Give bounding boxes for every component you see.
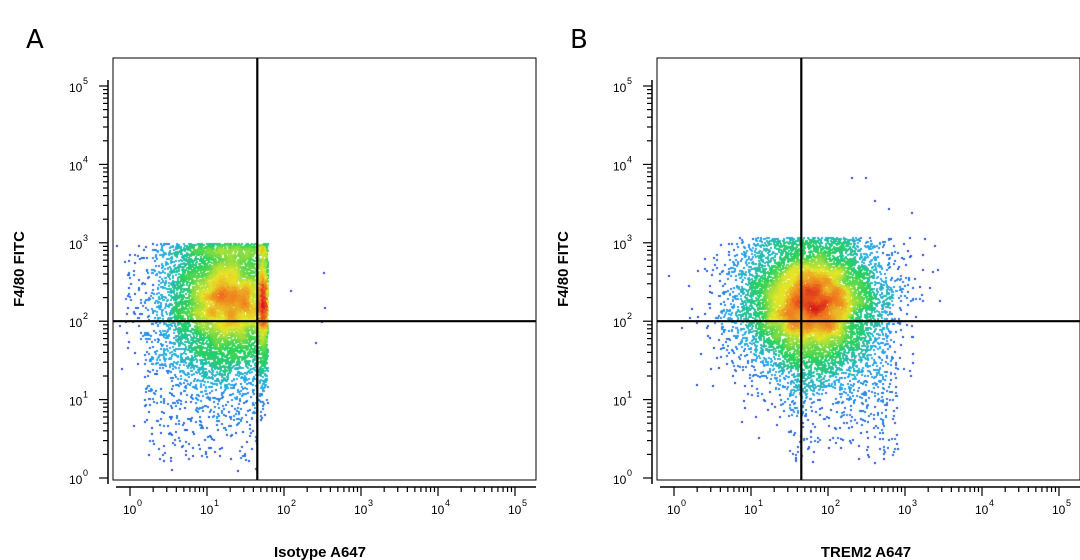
y-tick-exponent: 0 bbox=[83, 468, 88, 478]
x-tick-label: 10 bbox=[277, 503, 291, 517]
x-tick-exponent: 5 bbox=[1066, 498, 1071, 508]
panel-b: B 10 0 10 1 10 2 10 3 10 4 10 510 010 110 210 310 410 5 F… bbox=[555, 25, 1080, 560]
y-tick-label: 10 bbox=[613, 238, 627, 252]
x-tick-label: 10 bbox=[744, 503, 758, 517]
x-axis-label-b: TREM2 A647 bbox=[821, 544, 911, 560]
x-tick-label: 10 bbox=[667, 503, 681, 517]
x-tick-label: 10 bbox=[354, 503, 368, 517]
y-tick-label: 10 bbox=[613, 316, 627, 330]
y-tick-label: 10 bbox=[69, 238, 83, 252]
density-plot-b bbox=[657, 58, 1080, 480]
x-tick-exponent: 0 bbox=[137, 498, 142, 508]
y-tick-exponent: 5 bbox=[83, 76, 88, 86]
panel-label-a: A bbox=[26, 25, 44, 55]
x-axis-label-a: Isotype A647 bbox=[274, 544, 366, 560]
y-tick-label: 10 bbox=[613, 159, 627, 173]
y-tick-label: 10 bbox=[613, 81, 627, 95]
y-tick-exponent: 0 bbox=[627, 468, 632, 478]
density-plot-a bbox=[113, 58, 536, 480]
y-tick-exponent: 4 bbox=[627, 154, 632, 164]
y-tick-exponent: 2 bbox=[627, 311, 632, 321]
y-tick-exponent: 1 bbox=[627, 390, 632, 400]
y-tick-exponent: 4 bbox=[83, 154, 88, 164]
x-tick-exponent: 0 bbox=[681, 498, 686, 508]
y-tick-label: 10 bbox=[69, 316, 83, 330]
x-tick-label: 10 bbox=[1052, 503, 1066, 517]
x-tick-label: 10 bbox=[431, 503, 445, 517]
x-tick-exponent: 4 bbox=[445, 498, 450, 508]
x-tick-exponent: 4 bbox=[989, 498, 994, 508]
y-axis-label-b: F4/80 FITC bbox=[555, 231, 572, 307]
x-tick-label: 10 bbox=[508, 503, 522, 517]
y-tick-exponent: 2 bbox=[83, 311, 88, 321]
y-tick-label: 10 bbox=[69, 395, 83, 409]
y-tick-exponent: 3 bbox=[627, 233, 632, 243]
y-tick-label: 10 bbox=[69, 159, 83, 173]
y-tick-exponent: 5 bbox=[627, 76, 632, 86]
plot-frame-a bbox=[112, 57, 537, 481]
panel-label-b: B bbox=[570, 25, 588, 55]
y-tick-label: 10 bbox=[613, 473, 627, 487]
y-tick-label: 10 bbox=[69, 81, 83, 95]
x-tick-label: 10 bbox=[200, 503, 214, 517]
y-tick-exponent: 3 bbox=[83, 233, 88, 243]
x-tick-exponent: 3 bbox=[368, 498, 373, 508]
y-axis-label-a: F4/80 FITC bbox=[11, 231, 28, 307]
axes-b: 10 0 10 1 10 2 10 3 10 4 10 510 010 110 210 310 410 5 bbox=[613, 58, 1080, 517]
x-tick-label: 10 bbox=[898, 503, 912, 517]
axes-a: 10 0 10 1 10 2 10 3 10 4 10 510 010 110 210 310 410 5 bbox=[69, 58, 536, 517]
plot-frame-b bbox=[656, 57, 1080, 481]
y-tick-label: 10 bbox=[613, 395, 627, 409]
x-tick-exponent: 2 bbox=[835, 498, 840, 508]
y-tick-label: 10 bbox=[69, 473, 83, 487]
x-tick-exponent: 1 bbox=[758, 498, 763, 508]
y-tick-exponent: 1 bbox=[83, 390, 88, 400]
x-tick-exponent: 1 bbox=[214, 498, 219, 508]
x-tick-exponent: 3 bbox=[912, 498, 917, 508]
x-tick-label: 10 bbox=[123, 503, 137, 517]
panel-a: A 10 0 10 1 10 2 10 3 10 4 10 510 010 110 210 310 410 5 F… bbox=[11, 25, 537, 560]
x-tick-label: 10 bbox=[975, 503, 989, 517]
x-tick-exponent: 5 bbox=[522, 498, 527, 508]
x-tick-label: 10 bbox=[821, 503, 835, 517]
x-tick-exponent: 2 bbox=[291, 498, 296, 508]
